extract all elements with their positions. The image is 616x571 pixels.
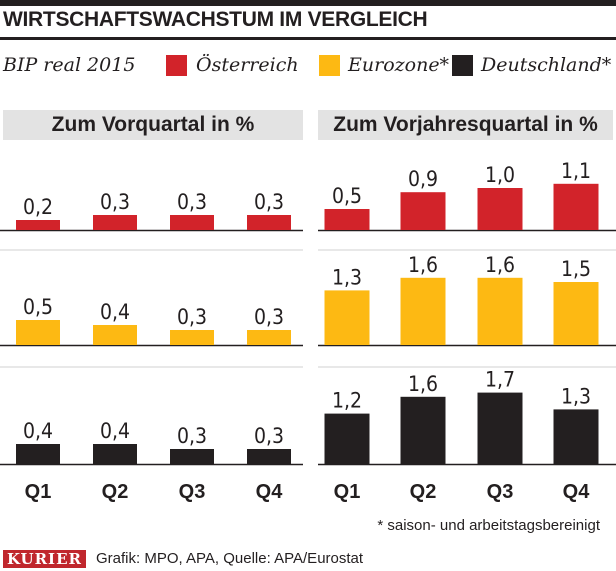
data-label-vorquartal-1-2: 0,3: [177, 305, 207, 329]
bar-vorquartal-deutschland-q1: [16, 444, 60, 464]
bar-vorjahresquartal-deutschland-q1: [324, 413, 370, 464]
bar-vorquartal-eurozone-q4: [247, 330, 291, 345]
legend-item-oesterreich: Österreich: [196, 54, 299, 76]
bar-vorquartal-österreich-q3: [170, 215, 214, 230]
data-label-vorjahresquartal-2-3: 1,3: [561, 384, 591, 408]
data-label-vorjahresquartal-2-0: 1,2: [332, 389, 362, 413]
data-label-vorjahresquartal-1-2: 1,6: [485, 253, 515, 277]
data-label-vorquartal-2-0: 0,4: [23, 419, 53, 443]
category-label-vorquartal-q3: Q3: [179, 481, 206, 503]
data-label-vorquartal-0-0: 0,2: [23, 195, 53, 219]
bar-vorjahresquartal-österreich-q4: [553, 183, 599, 230]
data-label-vorquartal-1-3: 0,3: [254, 305, 284, 329]
data-label-vorjahresquartal-0-1: 0,9: [408, 167, 438, 191]
kurier-logo: KURIER: [3, 550, 86, 568]
category-label-vorjahresquartal-q4: Q4: [563, 481, 591, 503]
data-label-vorjahresquartal-0-3: 1,1: [561, 159, 591, 183]
bar-vorjahresquartal-eurozone-q1: [324, 290, 370, 345]
bar-vorjahresquartal-deutschland-q4: [553, 409, 599, 464]
category-label-vorjahresquartal-q1: Q1: [334, 481, 361, 503]
data-label-vorquartal-0-1: 0,3: [100, 190, 130, 214]
panel-title-vorjahresquartal: Zum Vorjahresquartal in %: [318, 110, 613, 140]
legend-item-deutschland: Deutschland*: [481, 54, 612, 76]
bar-vorquartal-deutschland-q2: [93, 444, 137, 464]
category-label-vorjahresquartal-q3: Q3: [487, 481, 514, 503]
data-label-vorquartal-1-0: 0,5: [23, 295, 53, 319]
data-label-vorjahresquartal-0-2: 1,0: [485, 163, 515, 187]
title-rule: [0, 37, 616, 40]
data-label-vorjahresquartal-1-0: 1,3: [332, 265, 362, 289]
bar-vorjahresquartal-österreich-q1: [324, 209, 370, 230]
bar-vorquartal-österreich-q1: [16, 220, 60, 230]
source-credit: Grafik: MPO, APA, Quelle: APA/Eurostat: [96, 550, 364, 567]
legend: BIP real 2015 Österreich Eurozone* Deuts…: [3, 52, 615, 82]
bar-vorjahresquartal-eurozone-q2: [400, 277, 446, 345]
category-label-vorquartal-q1: Q1: [25, 481, 52, 503]
data-label-vorjahresquartal-2-1: 1,6: [408, 372, 438, 396]
category-label-vorjahresquartal-q2: Q2: [410, 481, 437, 503]
bar-vorquartal-österreich-q2: [93, 215, 137, 230]
data-label-vorquartal-1-1: 0,4: [100, 300, 130, 324]
bar-vorquartal-deutschland-q4: [247, 449, 291, 464]
bar-vorquartal-eurozone-q2: [93, 325, 137, 345]
bar-vorquartal-eurozone-q3: [170, 330, 214, 345]
legend-label: BIP real 2015: [3, 54, 136, 76]
bar-vorjahresquartal-österreich-q3: [477, 188, 523, 230]
legend-item-eurozone: Eurozone*: [348, 54, 450, 76]
bar-vorjahresquartal-eurozone-q4: [553, 282, 599, 345]
category-label-vorquartal-q2: Q2: [102, 481, 129, 503]
data-label-vorquartal-2-1: 0,4: [100, 419, 130, 443]
bar-vorjahresquartal-deutschland-q3: [477, 392, 523, 464]
chart-title: WIRTSCHAFTSWACHSTUM IM VERGLEICH: [3, 8, 428, 31]
data-label-vorquartal-2-3: 0,3: [254, 424, 284, 448]
bar-vorjahresquartal-deutschland-q2: [400, 396, 446, 464]
bar-vorjahresquartal-österreich-q2: [400, 192, 446, 230]
category-label-vorquartal-q4: Q4: [256, 481, 284, 503]
bar-vorjahresquartal-eurozone-q3: [477, 277, 523, 345]
data-label-vorjahresquartal-1-3: 1,5: [561, 257, 591, 281]
footnote: * saison- und arbeitstagsbereinigt: [377, 517, 600, 534]
panel-title-vorquartal: Zum Vorquartal in %: [3, 110, 303, 140]
bar-vorquartal-eurozone-q1: [16, 320, 60, 345]
data-label-vorjahresquartal-0-0: 0,5: [332, 184, 362, 208]
data-label-vorquartal-0-3: 0,3: [254, 190, 284, 214]
bar-vorquartal-deutschland-q3: [170, 449, 214, 464]
data-label-vorquartal-2-2: 0,3: [177, 424, 207, 448]
bar-vorquartal-österreich-q4: [247, 215, 291, 230]
top-border: [0, 0, 616, 6]
data-label-vorquartal-0-2: 0,3: [177, 190, 207, 214]
data-label-vorjahresquartal-1-1: 1,6: [408, 253, 438, 277]
data-label-vorjahresquartal-2-2: 1,7: [485, 368, 515, 392]
legend-swatch-oesterreich: [166, 55, 187, 76]
legend-swatch-deutschland: [452, 55, 473, 76]
legend-swatch-eurozone: [319, 55, 340, 76]
